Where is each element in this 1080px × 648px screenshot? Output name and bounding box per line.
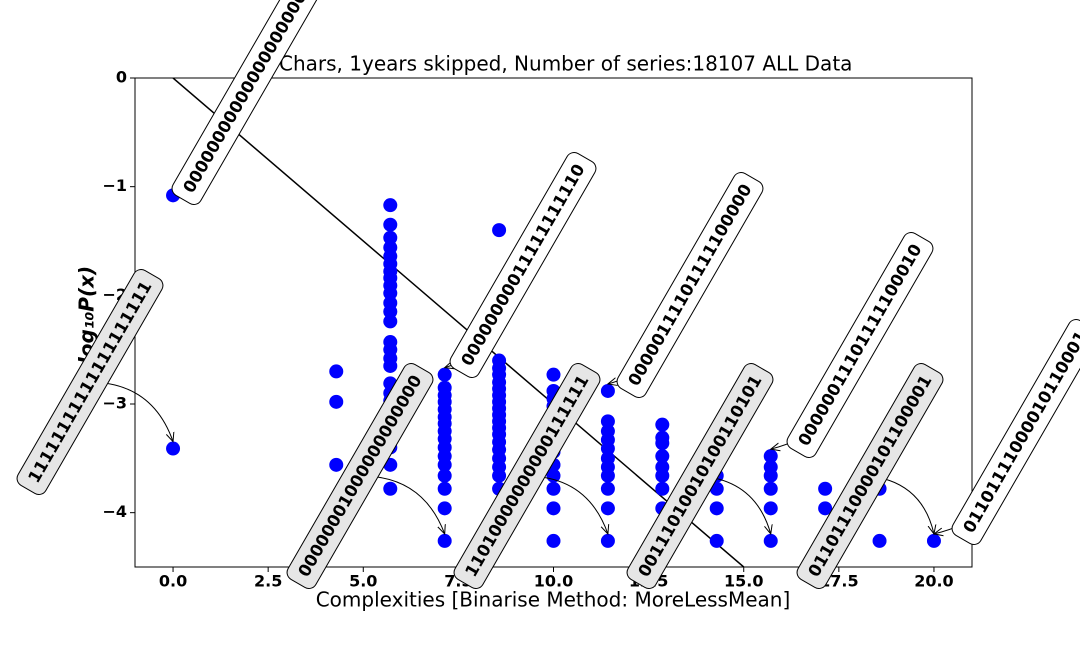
point xyxy=(383,230,398,245)
point xyxy=(926,533,941,548)
point xyxy=(546,501,561,516)
annotation-label: 01101111000010110001 xyxy=(959,328,1080,536)
annotation-box xyxy=(951,319,1080,545)
point xyxy=(818,501,833,516)
point xyxy=(763,501,778,516)
x-tick-label: 10.0 xyxy=(534,572,573,591)
point xyxy=(600,441,615,456)
annotation-box xyxy=(626,363,774,589)
annotation-label: 00111010010100110101 xyxy=(634,372,765,580)
point xyxy=(600,383,615,398)
annotation-label: 00000111101111100000 xyxy=(624,181,755,389)
y-tick-label: −1 xyxy=(102,176,127,195)
point xyxy=(763,449,778,464)
point xyxy=(546,468,561,483)
point xyxy=(437,501,452,516)
point xyxy=(655,417,670,432)
point xyxy=(383,286,398,301)
annotation-box xyxy=(796,363,944,589)
y-tick-label: 0 xyxy=(116,68,127,87)
point xyxy=(437,468,452,483)
point xyxy=(872,533,887,548)
point xyxy=(709,533,724,548)
annotation-label: 00000000000000000000 xyxy=(179,0,310,196)
annotation-box xyxy=(171,0,319,205)
annotation: 00000000011111111110 xyxy=(449,152,597,378)
point xyxy=(600,501,615,516)
annotation: 01101111000010110001 xyxy=(951,319,1080,545)
point xyxy=(546,533,561,548)
point xyxy=(763,481,778,496)
point xyxy=(763,468,778,483)
point xyxy=(600,414,615,429)
point xyxy=(546,367,561,382)
annotation-label: 11010000000000111111 xyxy=(461,372,592,580)
point xyxy=(383,304,398,319)
x-tick-label: 0.0 xyxy=(159,572,187,591)
annotation-box xyxy=(16,269,164,495)
point xyxy=(383,314,398,329)
point xyxy=(818,481,833,496)
annotation-label: 00000001000000000000 xyxy=(294,372,425,580)
point xyxy=(437,367,452,382)
point xyxy=(655,436,670,451)
point xyxy=(763,533,778,548)
annotation: 11010000000000111111 xyxy=(453,363,601,589)
point xyxy=(709,501,724,516)
y-tick-label: −3 xyxy=(102,394,127,413)
x-axis-label: Complexities [Binarise Method: MoreLessM… xyxy=(316,588,791,612)
point xyxy=(546,481,561,496)
annotation-box xyxy=(449,152,597,378)
point xyxy=(600,481,615,496)
point xyxy=(600,468,615,483)
point xyxy=(655,481,670,496)
point xyxy=(329,364,344,379)
chart-title: 20Chars, 1years skipped, Number of serie… xyxy=(254,52,853,76)
x-tick-label: 2.5 xyxy=(254,572,282,591)
annotation-box xyxy=(616,172,764,398)
annotation: 00111010010100110101 xyxy=(626,363,774,589)
point xyxy=(492,223,507,238)
annotation: 00000001000000000000 xyxy=(286,363,434,589)
annotation-box xyxy=(453,363,601,589)
point xyxy=(437,533,452,548)
point xyxy=(437,481,452,496)
x-tick-label: 5.0 xyxy=(349,572,377,591)
annotation-box xyxy=(786,232,934,458)
point xyxy=(437,457,452,472)
point xyxy=(383,358,398,373)
point xyxy=(166,441,181,456)
fit-line xyxy=(172,78,745,567)
annotation: 00000000000000000000 xyxy=(171,0,319,205)
annotation: 00000111101111100000 xyxy=(616,172,764,398)
point xyxy=(383,217,398,232)
x-tick-label: 20.0 xyxy=(914,572,953,591)
annotation-box xyxy=(286,363,434,589)
x-tick-label: 15.0 xyxy=(724,572,763,591)
point xyxy=(383,198,398,213)
annotation-label: 00000000011111111110 xyxy=(457,161,588,369)
point xyxy=(655,468,670,483)
point xyxy=(329,394,344,409)
point xyxy=(383,481,398,496)
point xyxy=(600,533,615,548)
point xyxy=(492,468,507,483)
point xyxy=(329,457,344,472)
y-tick-label: −4 xyxy=(102,502,127,521)
point xyxy=(655,449,670,464)
